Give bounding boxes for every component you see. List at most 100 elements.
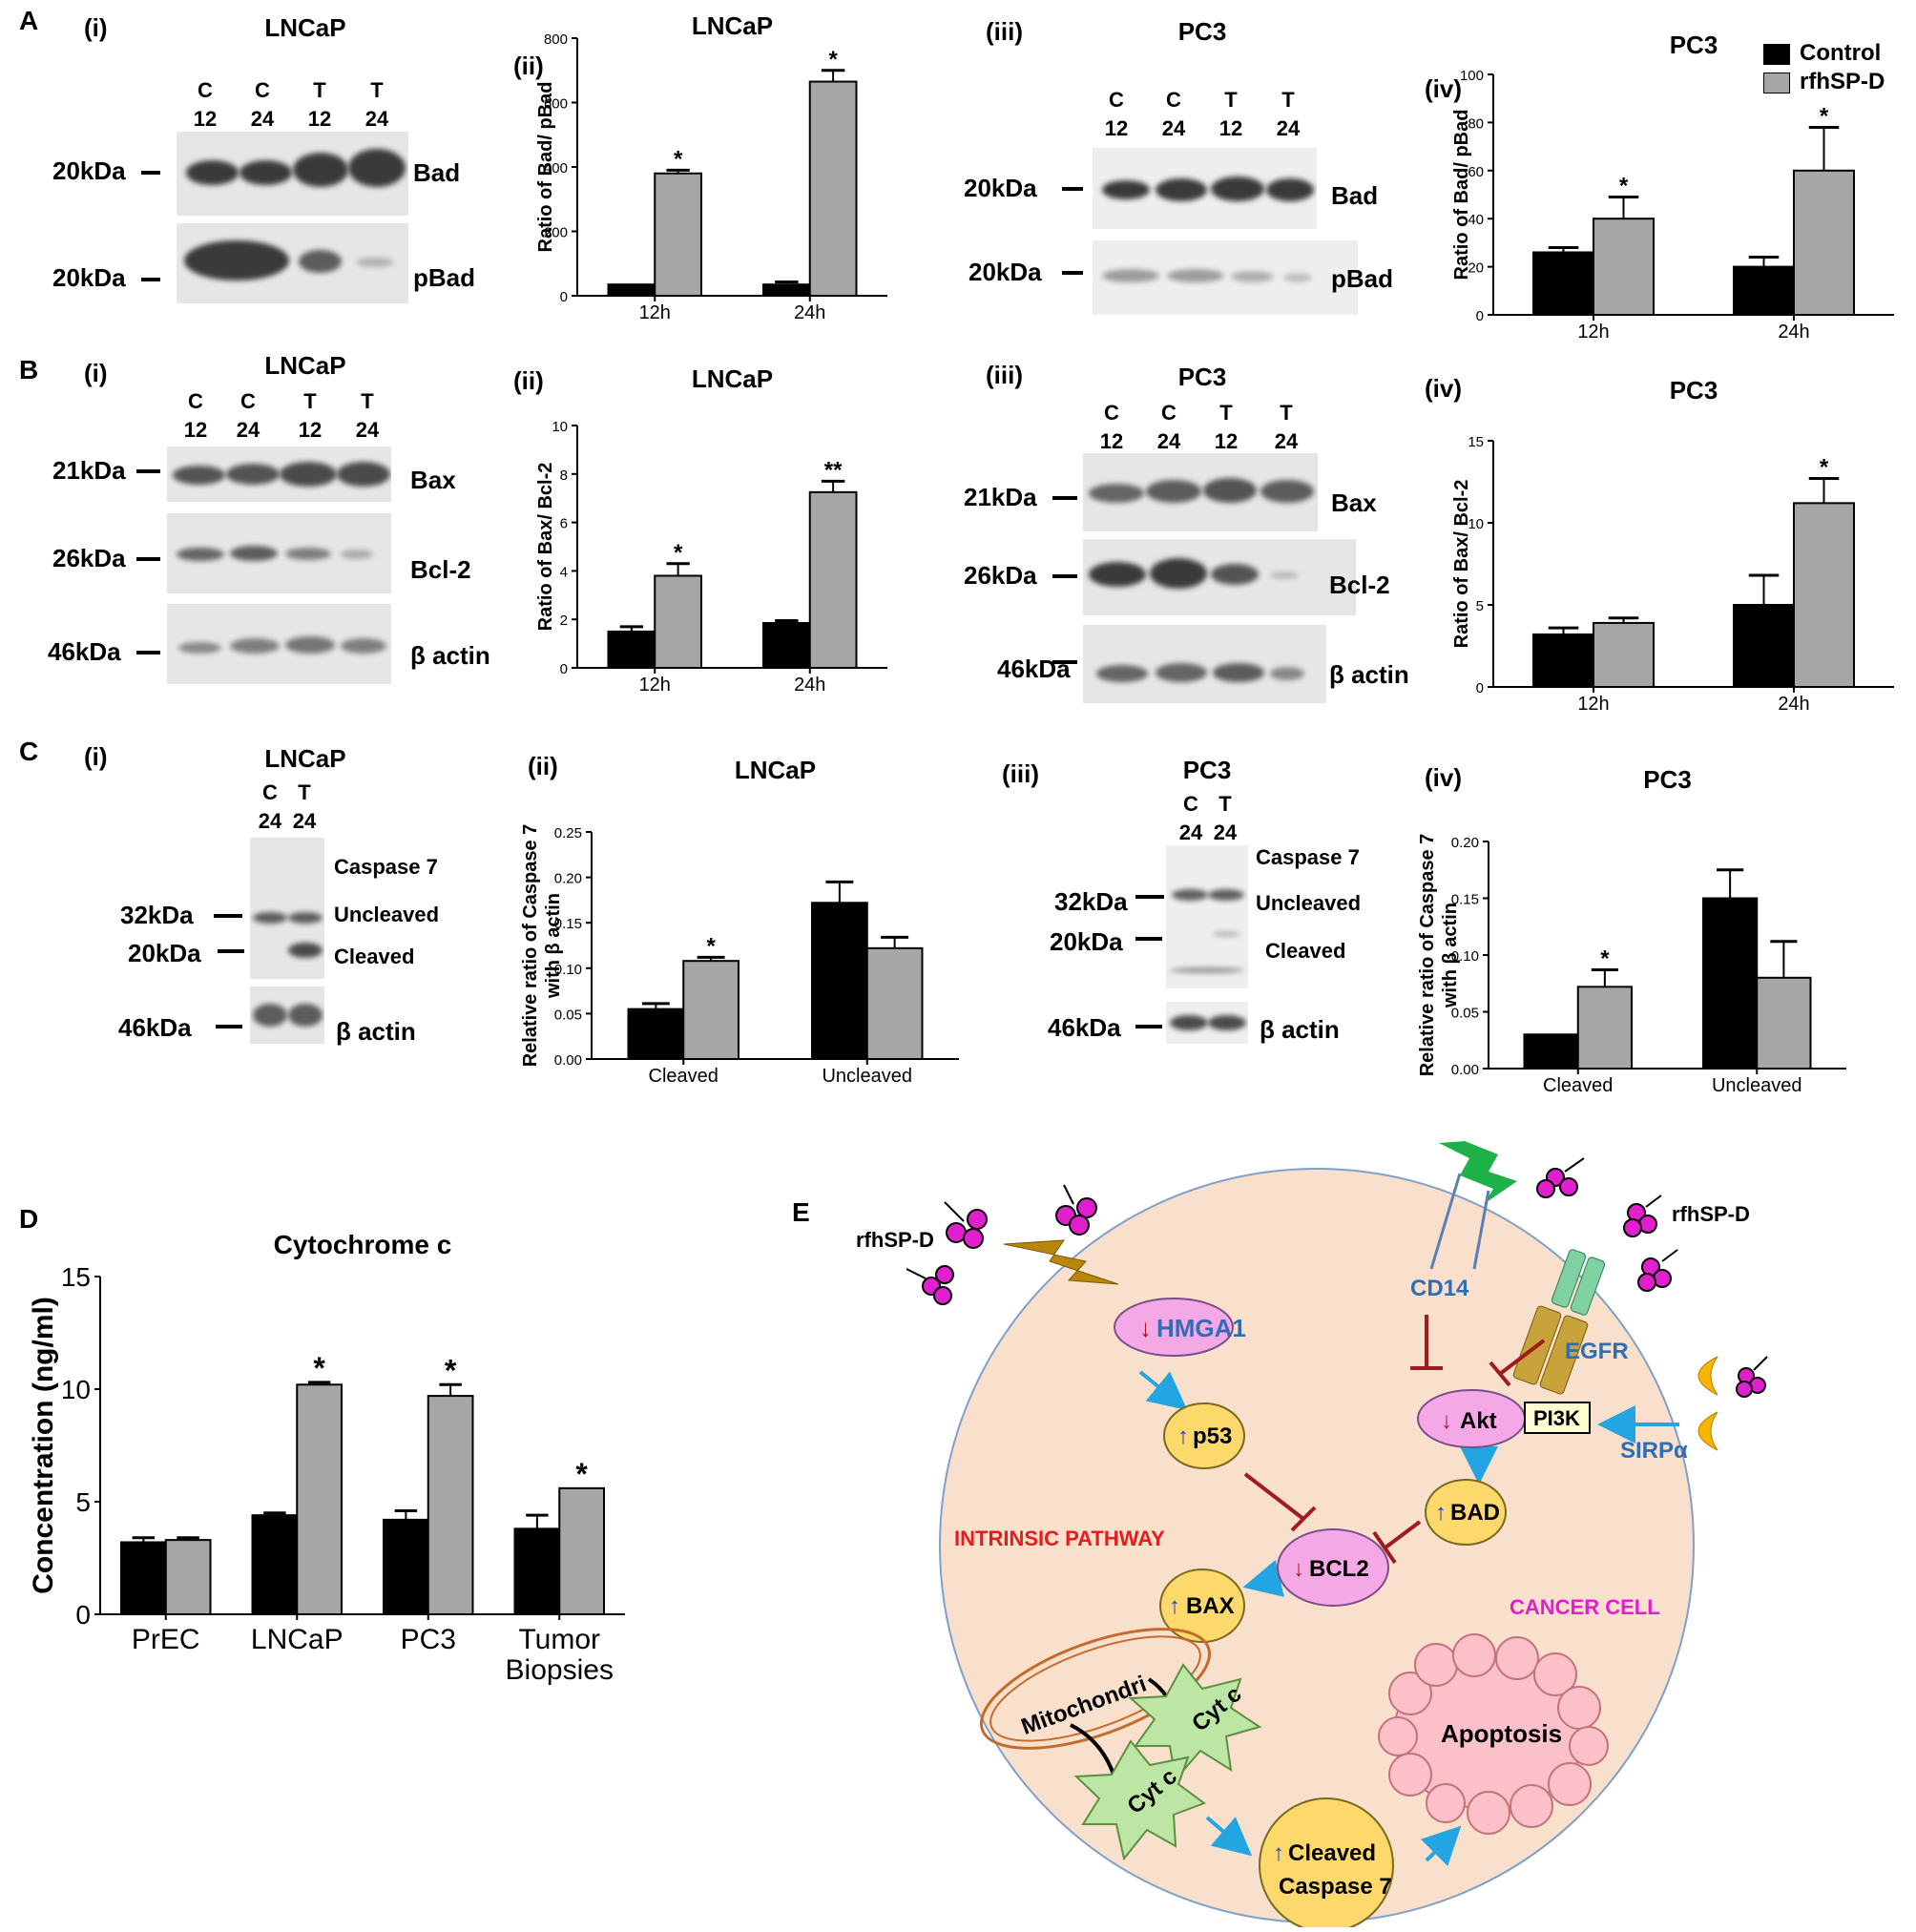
x-tick-label: PC3 bbox=[401, 1624, 456, 1655]
blot-actin-b-i bbox=[167, 604, 391, 684]
significance-marker: * bbox=[313, 1351, 325, 1385]
panel-letter-c: C bbox=[19, 737, 39, 766]
y-tick-label: 10 bbox=[61, 1375, 91, 1404]
x-tick-label: Biopsies bbox=[506, 1654, 614, 1686]
up-arrow-icon: ↑ bbox=[1273, 1840, 1284, 1866]
chart-title: PC3 bbox=[1670, 376, 1718, 405]
x-tick-label: 12h bbox=[1577, 322, 1609, 343]
blot-title-a-i: LNCaP bbox=[264, 13, 346, 42]
label-caspase7-line2: Caspase 7 bbox=[1279, 1874, 1392, 1900]
y-tick-label: 80 bbox=[1468, 115, 1484, 132]
chart-c-ii: LNCaP 0.00 0.05 0.10 0.15 0.20 0.25 Relative ra… bbox=[520, 756, 959, 1087]
lane-c24: C 24 bbox=[236, 389, 260, 442]
label-bad: BAD bbox=[1450, 1500, 1500, 1526]
lane-t12: T 12 bbox=[1218, 88, 1243, 140]
sub-label-c-iii: (iii) bbox=[1002, 759, 1039, 788]
sub-label-b-iii: (iii) bbox=[986, 361, 1023, 389]
blot-label-actin: β actin bbox=[1329, 660, 1409, 689]
node-bcl2 bbox=[1277, 1528, 1389, 1607]
blot-label-actin: β actin bbox=[1260, 1015, 1340, 1044]
cytc-star-icon bbox=[1073, 1739, 1207, 1861]
x-tick-label: 24h bbox=[794, 302, 825, 323]
y-axis-label: Concentration (ng/ml) bbox=[28, 1297, 59, 1594]
marker-tick bbox=[1135, 1025, 1162, 1028]
chart-a-iv: PC3 0 20 40 60 80 100 Ratio of Bad/ pBad * 12h * 24… bbox=[1451, 31, 1894, 343]
y-tick-label: 10 bbox=[1468, 516, 1484, 532]
legend: Control rfhSP-D bbox=[1763, 40, 1906, 97]
marker-tick bbox=[216, 1025, 242, 1028]
panel-letter-d: D bbox=[19, 1204, 39, 1234]
lane-t12: T 12 bbox=[1214, 401, 1239, 453]
sub-label-a-iv: (iv) bbox=[1425, 74, 1462, 103]
apoptosis-icon bbox=[1378, 1633, 1609, 1835]
marker-tick bbox=[1052, 660, 1077, 664]
legend-label-treated: rfhSP-D bbox=[1800, 69, 1885, 94]
blot-label-cleaved: Cleaved bbox=[334, 945, 415, 968]
label-bcl2: BCL2 bbox=[1309, 1556, 1369, 1582]
marker-tick bbox=[141, 171, 160, 175]
bar bbox=[607, 283, 656, 297]
blot-caspase7-c-iii bbox=[1166, 845, 1248, 988]
lane-c24: C 24 bbox=[1178, 792, 1203, 844]
bar bbox=[1793, 169, 1855, 316]
sub-label-b-iv: (iv) bbox=[1425, 374, 1462, 403]
x-tick-label: 24h bbox=[1778, 322, 1809, 343]
y-tick-label: 2 bbox=[560, 613, 568, 629]
blot-label-pbad: pBad bbox=[413, 263, 475, 292]
bar bbox=[558, 1486, 605, 1615]
significance-marker: * bbox=[674, 146, 683, 172]
lane-c24: C 24 bbox=[1161, 88, 1186, 140]
node-caspase7 bbox=[1259, 1797, 1394, 1927]
y-tick-label: 15 bbox=[1468, 434, 1484, 450]
blot-pbad-a-i bbox=[177, 223, 408, 303]
lane-c12: C 12 bbox=[193, 78, 218, 131]
legend-swatch-control bbox=[1763, 44, 1790, 65]
significance-marker: * bbox=[1600, 945, 1610, 971]
cytc-star-icon bbox=[1128, 1663, 1262, 1782]
up-arrow-icon: ↑ bbox=[1435, 1500, 1447, 1526]
kda-a-iii-2: 20kDa bbox=[968, 258, 1042, 286]
blot-label-actin: β actin bbox=[410, 641, 490, 670]
bar bbox=[1593, 621, 1655, 689]
blot-label-caspase7: Caspase 7 bbox=[334, 855, 438, 879]
cd14-ligand-icon bbox=[1439, 1141, 1517, 1204]
y-axis-label-2: with β actin bbox=[543, 893, 564, 999]
sub-label-b-ii: (ii) bbox=[513, 366, 544, 395]
bar bbox=[251, 1514, 299, 1615]
down-arrow-icon: ↓ bbox=[1139, 1314, 1152, 1342]
blot-label-bad: Bad bbox=[1331, 181, 1379, 210]
inhibition-arrows bbox=[1243, 1315, 1546, 1565]
blot-actin-c-iii bbox=[1166, 1002, 1248, 1044]
marker-tick bbox=[136, 651, 160, 654]
panel-letter-e: E bbox=[792, 1197, 810, 1227]
bar bbox=[1523, 1033, 1579, 1070]
y-axis-label: Relative ratio of Caspase 7 bbox=[520, 824, 541, 1068]
chart-b-ii: LNCaP 0 2 4 6 8 10 Ratio of Bax/ Bcl-2 * 12h ** 24h bbox=[535, 364, 887, 696]
marker-tick bbox=[218, 949, 244, 953]
x-tick-label: LNCaP bbox=[251, 1624, 344, 1655]
lane-c24: C 24 bbox=[250, 78, 275, 131]
y-tick-label: 0.20 bbox=[1451, 835, 1479, 851]
sirpa-receptor-icon bbox=[1697, 1356, 1718, 1451]
y-tick-label: 0.10 bbox=[1451, 948, 1479, 965]
bar bbox=[1733, 265, 1795, 317]
y-axis-label-2: with β actin bbox=[1440, 903, 1461, 1008]
chart-title: LNCaP bbox=[692, 364, 773, 393]
chart-title: Cytochrome c bbox=[274, 1230, 452, 1259]
legend-swatch-treated bbox=[1763, 73, 1790, 93]
bar bbox=[627, 1008, 685, 1061]
kda-b-iii-1: 21kDa bbox=[964, 483, 1037, 511]
chart-title: LNCaP bbox=[692, 11, 773, 40]
bar bbox=[654, 172, 702, 297]
x-tick-label: Tumor bbox=[518, 1624, 600, 1655]
lane-t24: T 24 bbox=[1276, 88, 1301, 140]
y-tick-label: 6 bbox=[560, 516, 568, 532]
y-tick-label: 0 bbox=[75, 1600, 91, 1630]
label-rfhspd-left: rfhSP-D bbox=[856, 1228, 934, 1252]
marker-tick bbox=[1062, 187, 1083, 191]
blot-label-pbad: pBad bbox=[1331, 264, 1393, 293]
y-tick-label: 0.25 bbox=[554, 825, 582, 841]
kda-b-iii-2: 26kDa bbox=[964, 561, 1037, 590]
label-sirpa: SIRPα bbox=[1620, 1438, 1688, 1464]
lane-t24: T 24 bbox=[292, 780, 317, 833]
